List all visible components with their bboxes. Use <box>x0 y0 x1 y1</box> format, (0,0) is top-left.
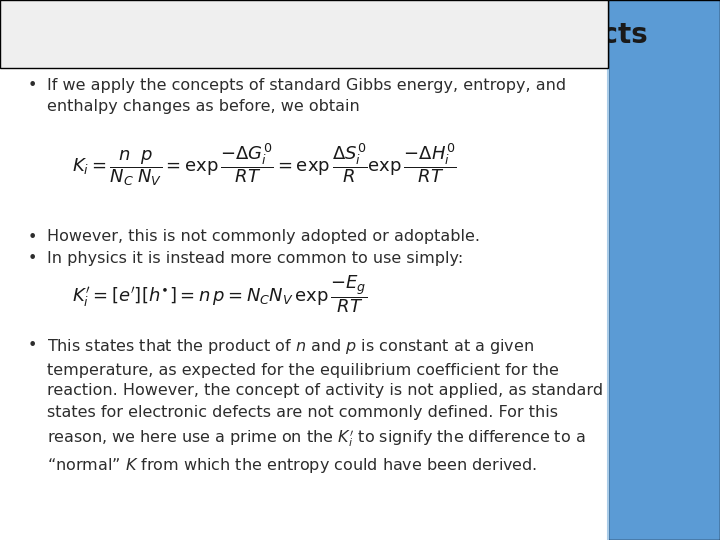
Text: $K_i^{\prime} = [e^{\prime}][h^{\bullet}] = n\,p = N_C N_V \,\exp\dfrac{-E_g}{RT: $K_i^{\prime} = [e^{\prime}][h^{\bullet}… <box>72 274 367 315</box>
Text: Intrinsic ionisation of electronic defects: Intrinsic ionisation of electronic defec… <box>22 21 647 49</box>
Text: However, this is not commonly adopted or adoptable.: However, this is not commonly adopted or… <box>47 230 480 245</box>
Text: •: • <box>27 338 37 353</box>
Text: •: • <box>27 78 37 93</box>
Text: $K_i = \dfrac{n \;\; p}{N_C \; N_V} = \exp\dfrac{-\Delta G_i^0}{RT} = \exp\dfrac: $K_i = \dfrac{n \;\; p}{N_C \; N_V} = \e… <box>72 141 456 188</box>
Text: •: • <box>27 230 37 245</box>
Text: This states that the product of $n$ and $p$ is constant at a given
temperature, : This states that the product of $n$ and … <box>47 338 603 475</box>
Text: •: • <box>27 251 37 266</box>
Text: If we apply the concepts of standard Gibbs energy, entropy, and
enthalpy changes: If we apply the concepts of standard Gib… <box>47 78 566 114</box>
Text: In physics it is instead more common to use simply:: In physics it is instead more common to … <box>47 251 463 266</box>
